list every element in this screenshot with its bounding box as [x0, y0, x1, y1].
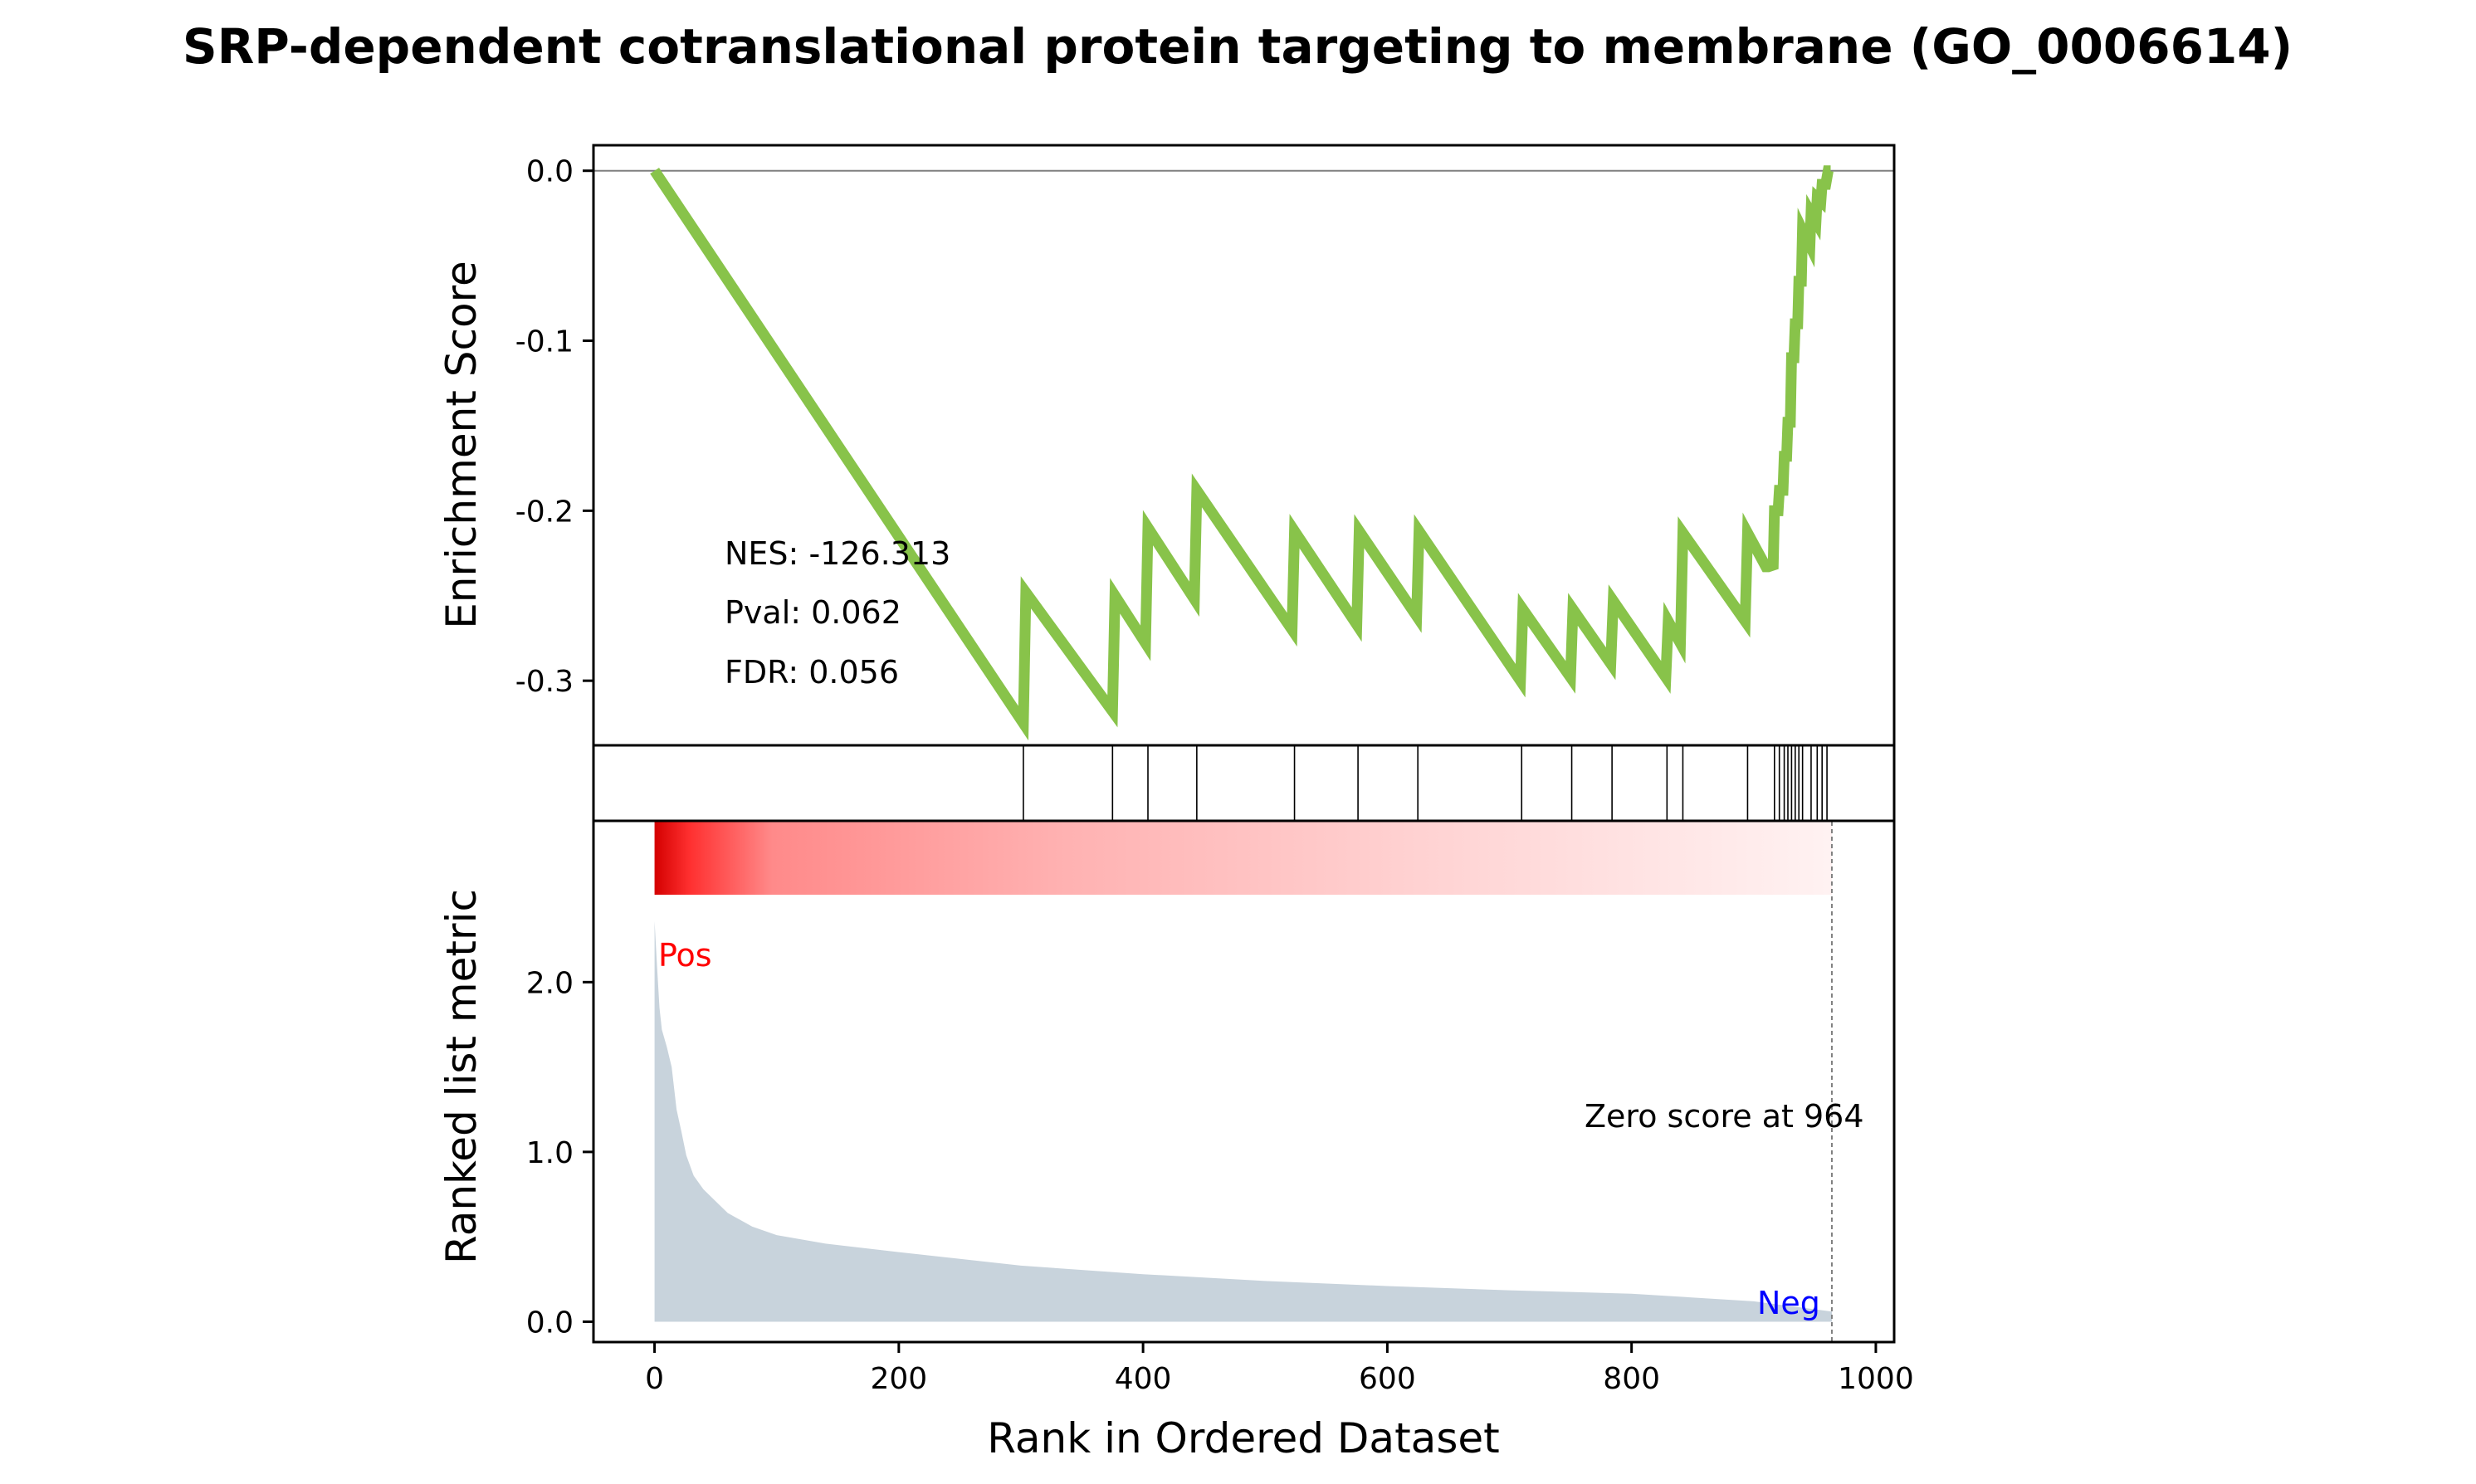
y-tick-label: 2.0	[526, 966, 574, 1000]
x-tick-label: 400	[1115, 1362, 1172, 1396]
x-tick-label: 800	[1603, 1362, 1660, 1396]
y-tick-label: -0.3	[515, 665, 574, 699]
hit-lines-group	[1023, 745, 1828, 821]
ranked-y-axis: 0.0 1.0 2.0	[526, 966, 593, 1340]
y-tick-label: 0.0	[526, 155, 574, 189]
hits-panel	[592, 744, 1896, 823]
x-axis-label: Rank in Ordered Dataset	[987, 1414, 1499, 1462]
ranked-y-axis-label: Ranked list metric	[437, 889, 486, 1264]
y-tick-label: 0.0	[526, 1306, 574, 1340]
zero-score-label: Zero score at 964	[1585, 1098, 1864, 1135]
enrichment-y-axis-label: Enrichment Score	[437, 261, 486, 629]
enrichment-score-line	[650, 165, 1834, 741]
chart-title: SRP-dependent cotranslational protein ta…	[183, 18, 2293, 75]
x-tick-label: 600	[1359, 1362, 1416, 1396]
enrichment-score-panel: 0.0 -0.1 -0.2 -0.3 Enrichment Score NES: -1…	[437, 144, 1896, 747]
y-tick-label: -0.2	[515, 495, 574, 529]
enrichment-line-group	[650, 165, 1834, 741]
rank-heat-bar	[654, 822, 1832, 895]
hits-panel-frame	[592, 744, 1896, 823]
enrichment-y-axis: 0.0 -0.1 -0.2 -0.3	[515, 155, 593, 699]
ranked-panel-frame	[592, 819, 1896, 1344]
y-tick-label: -0.1	[515, 325, 574, 359]
ranked-metric-area	[654, 920, 1832, 1322]
ranked-metric-panel: 0.0 1.0 2.0 0 200 400 600 800 1000 Ranked list …	[437, 819, 1914, 1462]
x-tick-label: 0	[645, 1362, 664, 1396]
pos-label: Pos	[658, 937, 712, 974]
y-tick-label: 1.0	[526, 1136, 574, 1170]
x-tick-label: 200	[870, 1362, 927, 1396]
x-tick-label: 1000	[1838, 1362, 1914, 1396]
nes-annotation: NES: -126.313	[725, 535, 950, 572]
x-axis: 0 200 400 600 800 1000	[645, 1342, 1914, 1396]
pval-annotation: Pval: 0.062	[725, 594, 901, 631]
fdr-annotation: FDR: 0.056	[725, 654, 899, 691]
neg-label: Neg	[1757, 1285, 1820, 1321]
